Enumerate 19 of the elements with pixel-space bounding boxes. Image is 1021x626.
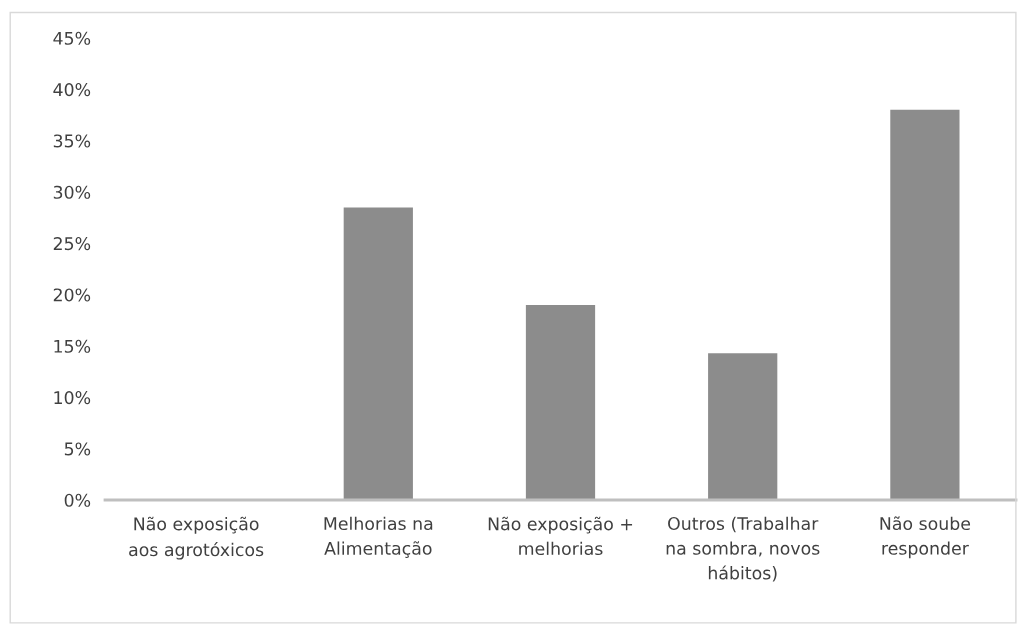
y-tick-label: 15% <box>54 339 91 353</box>
x-tick-label: Não soube responder <box>880 516 971 559</box>
bar <box>708 353 778 500</box>
x-tick-label: Não exposição + melhorias <box>488 516 633 556</box>
y-tick-label: 35% <box>53 134 91 148</box>
y-tick-label: 0% <box>64 493 91 507</box>
x-tick-label: Não exposição aos agrotóxicos <box>129 516 264 560</box>
x-tick-label: Melhorias na Alimentação <box>324 516 433 558</box>
y-tick-label: 20% <box>53 288 91 302</box>
y-tick-label: 10% <box>54 391 91 405</box>
bar <box>525 304 596 500</box>
x-tick-label: Outros (Trabalhar na sombra, novos hábitos) <box>666 516 820 582</box>
bar <box>343 207 413 500</box>
y-tick-label: 40% <box>53 83 91 97</box>
y-tick-label: 5% <box>64 442 91 456</box>
bar <box>890 109 960 500</box>
y-tick-label: 30% <box>53 185 91 199</box>
y-tick-label: 45% <box>53 31 91 45</box>
y-tick-label: 25% <box>53 237 91 251</box>
